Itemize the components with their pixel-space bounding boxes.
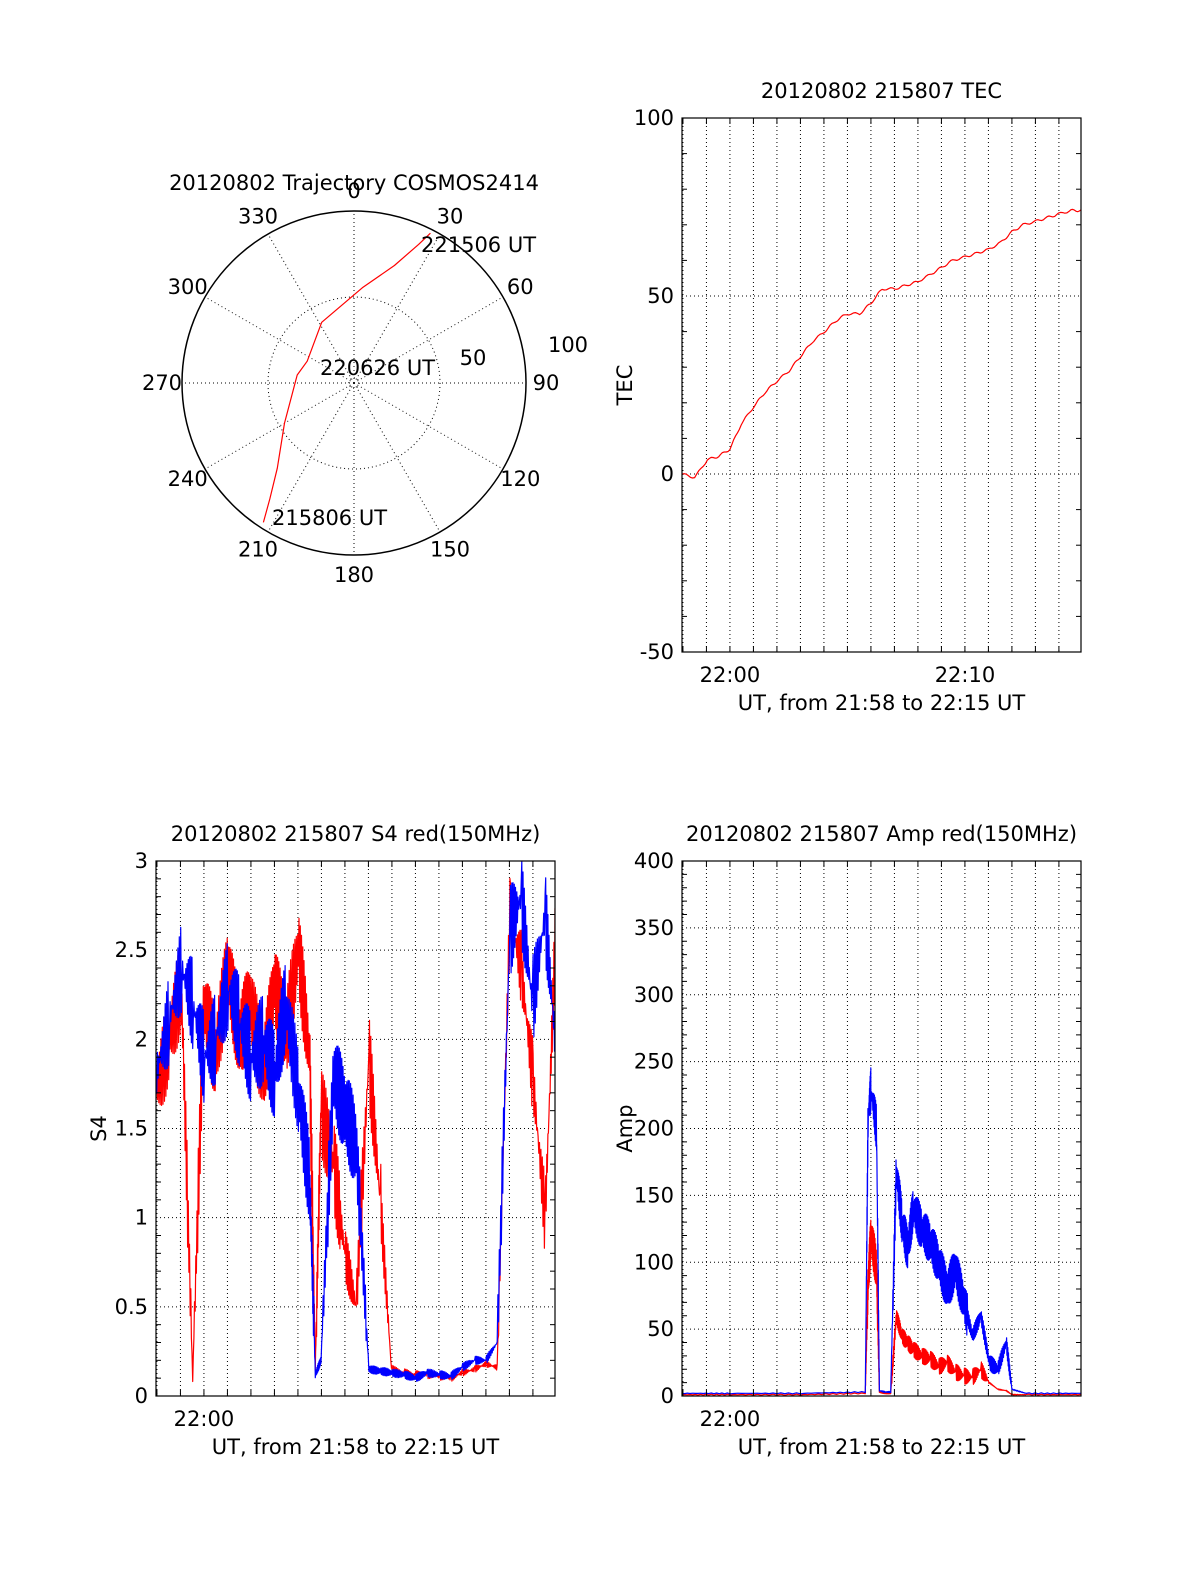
trajectory-annotation: 221506 UT: [421, 233, 536, 257]
y-tick-label: 250: [634, 1050, 674, 1074]
plot-frame: [155, 860, 556, 1397]
polar-spoke: [353, 296, 504, 384]
polar-title: 20120802 Trajectory COSMOS2414: [169, 171, 539, 195]
x-axis-label: UT, from 21:58 to 22:15 UT: [212, 1435, 500, 1459]
azimuth-label: 120: [500, 467, 540, 491]
y-tick-label: 3: [135, 849, 148, 873]
y-tick-label: 1: [135, 1206, 148, 1230]
series-line: [682, 208, 1081, 479]
y-axis-label: Amp: [613, 1104, 637, 1152]
azimuth-label: 30: [437, 205, 464, 229]
y-tick-label: 100: [634, 106, 674, 130]
polar-trajectory-panel: 20120802 Trajectory COSMOS2414 0 30 60 90 12…: [142, 171, 588, 587]
y-axis-label: TEC: [613, 365, 637, 407]
y-tick-label: 2: [135, 1027, 148, 1051]
y-tick-label: 400: [634, 849, 674, 873]
polar-spoke: [204, 296, 355, 384]
azimuth-label: 0: [347, 179, 360, 203]
y-axis-label: S4: [87, 1115, 111, 1142]
y-tick-label: 1.5: [115, 1117, 148, 1141]
elevation-label: 50: [460, 346, 487, 370]
polar-azimuth-labels: 0 30 60 90 120 150 180 210 240 270 300 330: [142, 179, 559, 587]
series-line: [682, 1219, 1081, 1396]
trajectory-annotation: 220626 UT: [320, 356, 435, 380]
elevation-label: 100: [548, 333, 588, 357]
y-tick-label: 50: [647, 284, 674, 308]
azimuth-label: 270: [142, 371, 182, 395]
polar-grid: [181, 210, 527, 556]
trajectory-annotation: 215806 UT: [272, 506, 387, 530]
azimuth-label: 300: [168, 275, 208, 299]
y-tick-label: -50: [640, 640, 674, 664]
azimuth-label: 240: [168, 467, 208, 491]
tec-panel: 20120802 215807 TEC -50 0 50 100 22:00 22:10 UT…: [613, 79, 1082, 715]
plot-frame: [681, 117, 1082, 653]
polar-ring: [267, 296, 441, 470]
y-tick-label: 50: [647, 1317, 674, 1341]
polar-spoke: [267, 382, 355, 533]
x-tick-label: 22:00: [700, 663, 761, 687]
amp-panel: 20120802 215807 Amp red(150MHz) 0 50 100 150…: [613, 822, 1082, 1459]
panel-title: 20120802 215807 TEC: [761, 79, 1002, 103]
y-tick-label: 0: [661, 1384, 674, 1408]
y-tick-label: 2.5: [115, 938, 148, 962]
polar-spoke: [353, 233, 441, 384]
azimuth-label: 180: [334, 563, 374, 587]
s4-panel: 20120802 215807 S4 red(150MHz)00.511.522…: [87, 822, 556, 1459]
azimuth-label: 150: [430, 537, 470, 561]
y-tick-label: 100: [634, 1250, 674, 1274]
plot-frame: [681, 860, 1082, 1397]
panel-title: 20120802 215807 Amp red(150MHz): [686, 822, 1077, 846]
azimuth-label: 210: [238, 537, 278, 561]
azimuth-label: 60: [507, 275, 534, 299]
x-tick-label: 22:00: [174, 1407, 235, 1431]
x-tick-label: 22:00: [700, 1407, 761, 1431]
trajectory-line: [262, 232, 431, 523]
x-tick-label: 22:10: [935, 663, 996, 687]
panel-title: 20120802 215807 S4 red(150MHz): [171, 822, 541, 846]
series-line: [682, 1067, 1081, 1395]
azimuth-label: 90: [533, 371, 560, 395]
y-tick-label: 0: [661, 462, 674, 486]
polar-spoke: [353, 382, 441, 533]
polar-spoke: [353, 382, 504, 470]
polar-outer-ring: [181, 210, 527, 556]
x-axis-label: UT, from 21:58 to 22:15 UT: [738, 1435, 1026, 1459]
x-axis-label: UT, from 21:58 to 22:15 UT: [738, 691, 1026, 715]
y-tick-label: 150: [634, 1183, 674, 1207]
azimuth-label: 330: [238, 205, 278, 229]
y-tick-label: 300: [634, 983, 674, 1007]
y-tick-label: 0.5: [115, 1295, 148, 1319]
y-tick-label: 200: [634, 1117, 674, 1141]
y-tick-label: 0: [135, 1384, 148, 1408]
polar-ring: [348, 377, 360, 389]
polar-elevation-labels: 50 100: [460, 333, 588, 370]
series-line: [156, 861, 555, 1382]
trajectory-annotations: 215806 UT 220626 UT 221506 UT: [272, 233, 536, 530]
polar-spoke: [267, 233, 355, 384]
polar-spoke: [204, 382, 355, 470]
y-tick-label: 350: [634, 916, 674, 940]
